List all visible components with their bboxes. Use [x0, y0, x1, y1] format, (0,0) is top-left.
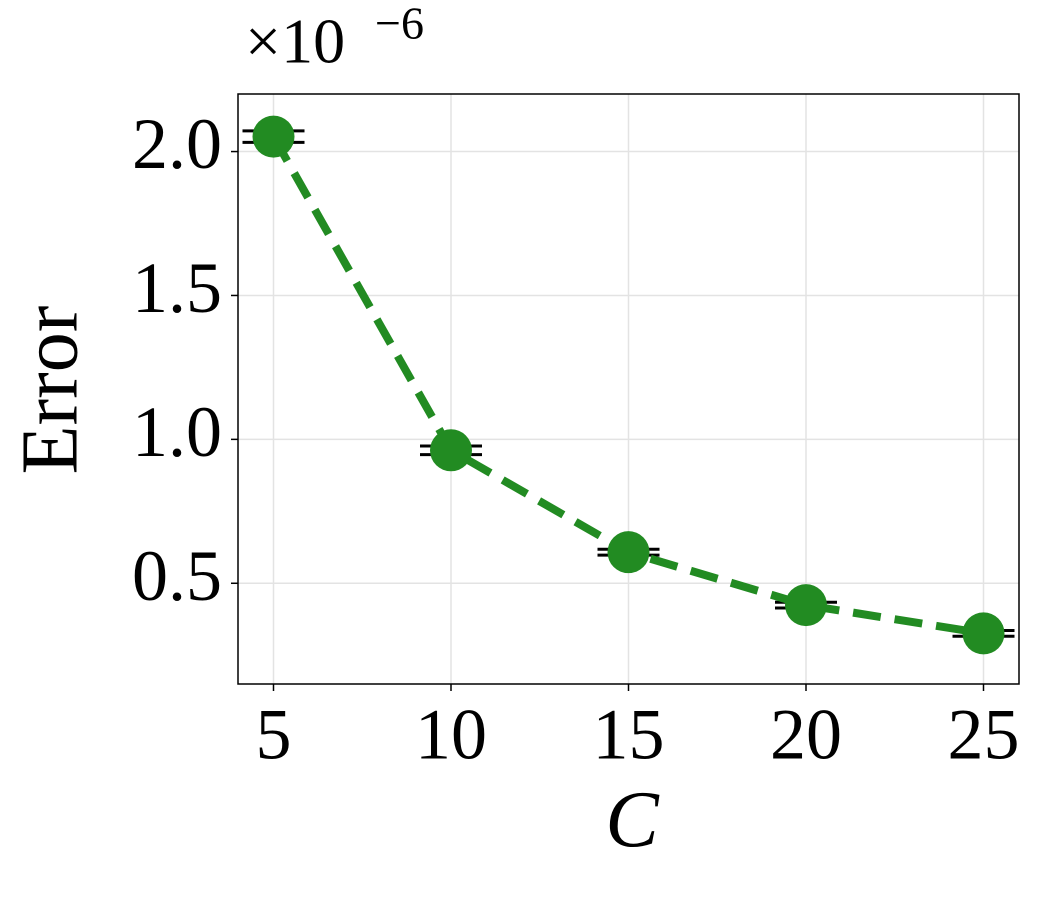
y-scale-base: ×10 [245, 6, 345, 77]
y-tick-label: 1.5 [132, 248, 222, 328]
y-tick-label: 2.0 [132, 104, 222, 184]
x-tick-label: 15 [593, 695, 665, 775]
x-axis-label: C [605, 776, 660, 864]
plot-frame [237, 93, 1020, 685]
marker [607, 531, 650, 574]
y-scale-exponent: −6 [375, 0, 424, 49]
x-tick-label: 5 [256, 695, 292, 775]
y-tick-label: 1.0 [132, 392, 222, 472]
y-tick-label: 0.5 [132, 536, 222, 616]
x-tick-label: 25 [948, 695, 1020, 775]
marker [430, 429, 472, 472]
marker [252, 115, 295, 158]
x-tick-label: 10 [415, 695, 487, 775]
marker [962, 612, 1005, 655]
y-axis-label: Error [6, 306, 94, 475]
x-tick-label: 20 [770, 695, 842, 775]
marker [785, 584, 827, 627]
